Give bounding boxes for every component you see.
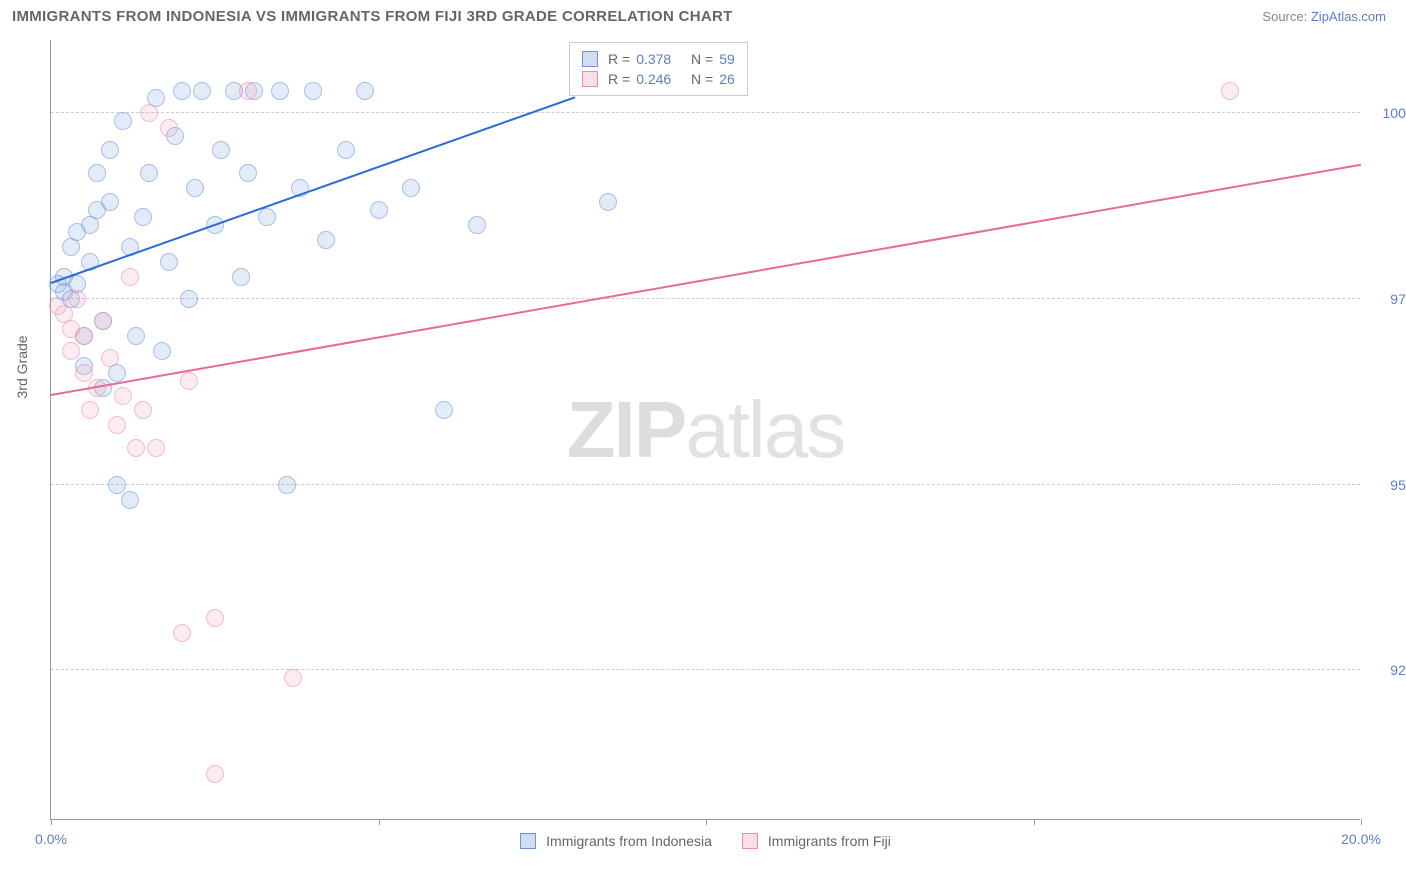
y-tick-label: 100.0%	[1370, 105, 1406, 121]
data-point	[75, 327, 93, 345]
legend-item-1: Immigrants from Fiji	[742, 833, 891, 849]
y-axis-label: 3rd Grade	[14, 335, 30, 398]
data-point	[337, 141, 355, 159]
data-point	[435, 401, 453, 419]
data-point	[108, 416, 126, 434]
data-point	[121, 491, 139, 509]
data-point	[239, 164, 257, 182]
data-point	[468, 216, 486, 234]
data-point	[140, 104, 158, 122]
y-tick-label: 92.5%	[1370, 662, 1406, 678]
x-tick	[51, 819, 52, 825]
data-point	[239, 82, 257, 100]
r-prefix: R =	[608, 71, 630, 87]
data-point	[370, 201, 388, 219]
data-point	[134, 401, 152, 419]
x-tick-label: 20.0%	[1341, 831, 1381, 847]
gridline-h	[51, 112, 1360, 113]
data-point	[68, 290, 86, 308]
data-point	[271, 82, 289, 100]
data-point	[284, 669, 302, 687]
n-value: 59	[719, 51, 735, 67]
data-point	[180, 290, 198, 308]
data-point	[173, 624, 191, 642]
data-point	[114, 112, 132, 130]
data-point	[88, 164, 106, 182]
x-tick	[1361, 819, 1362, 825]
n-value: 26	[719, 71, 735, 87]
gridline-h	[51, 669, 1360, 670]
data-point	[180, 372, 198, 390]
r-value: 0.246	[636, 71, 671, 87]
n-prefix: N =	[691, 51, 713, 67]
data-point	[127, 439, 145, 457]
gridline-h	[51, 484, 1360, 485]
data-point	[108, 476, 126, 494]
x-tick	[706, 819, 707, 825]
data-point	[212, 141, 230, 159]
header: IMMIGRANTS FROM INDONESIA VS IMMIGRANTS …	[0, 0, 1406, 29]
data-point	[356, 82, 374, 100]
x-tick	[379, 819, 380, 825]
watermark-logo: ZIPatlas	[567, 384, 844, 476]
data-point	[101, 349, 119, 367]
source-label: Source:	[1262, 9, 1307, 24]
swatch-icon	[582, 51, 598, 67]
series-legend: Immigrants from Indonesia Immigrants fro…	[51, 833, 1360, 849]
data-point	[1221, 82, 1239, 100]
watermark-part1: ZIP	[567, 385, 685, 474]
data-point	[232, 268, 250, 286]
data-point	[186, 179, 204, 197]
legend-label: Immigrants from Indonesia	[546, 833, 712, 849]
data-point	[258, 208, 276, 226]
source-link[interactable]: ZipAtlas.com	[1311, 9, 1386, 24]
data-point	[121, 268, 139, 286]
r-prefix: R =	[608, 51, 630, 67]
data-point	[62, 342, 80, 360]
x-tick-label: 0.0%	[35, 831, 67, 847]
data-point	[101, 193, 119, 211]
data-point	[101, 141, 119, 159]
data-point	[153, 342, 171, 360]
y-tick-label: 95.0%	[1370, 477, 1406, 493]
stats-row-series-0: R = 0.378 N = 59	[582, 49, 735, 69]
source-attribution: Source: ZipAtlas.com	[1262, 9, 1386, 24]
correlation-stats-box: R = 0.378 N = 59 R = 0.246 N = 26	[569, 42, 748, 96]
x-tick	[1034, 819, 1035, 825]
swatch-icon	[520, 833, 536, 849]
data-point	[278, 476, 296, 494]
gridline-h	[51, 298, 1360, 299]
chart-title: IMMIGRANTS FROM INDONESIA VS IMMIGRANTS …	[12, 8, 733, 25]
data-point	[127, 327, 145, 345]
data-point	[94, 312, 112, 330]
data-point	[134, 208, 152, 226]
swatch-icon	[582, 71, 598, 87]
watermark-part2: atlas	[685, 385, 844, 474]
data-point	[160, 253, 178, 271]
data-point	[206, 765, 224, 783]
n-prefix: N =	[691, 71, 713, 87]
data-point	[173, 82, 191, 100]
data-point	[304, 82, 322, 100]
y-tick-label: 97.5%	[1370, 291, 1406, 307]
data-point	[81, 401, 99, 419]
data-point	[140, 164, 158, 182]
r-value: 0.378	[636, 51, 671, 67]
data-point	[193, 82, 211, 100]
scatter-chart: ZIPatlas R = 0.378 N = 59 R = 0.246 N = …	[50, 40, 1360, 820]
legend-label: Immigrants from Fiji	[768, 833, 891, 849]
data-point	[160, 119, 178, 137]
data-point	[147, 439, 165, 457]
legend-item-0: Immigrants from Indonesia	[520, 833, 712, 849]
data-point	[402, 179, 420, 197]
swatch-icon	[742, 833, 758, 849]
data-point	[206, 609, 224, 627]
data-point	[75, 364, 93, 382]
data-point	[114, 387, 132, 405]
data-point	[599, 193, 617, 211]
data-point	[317, 231, 335, 249]
stats-row-series-1: R = 0.246 N = 26	[582, 69, 735, 89]
